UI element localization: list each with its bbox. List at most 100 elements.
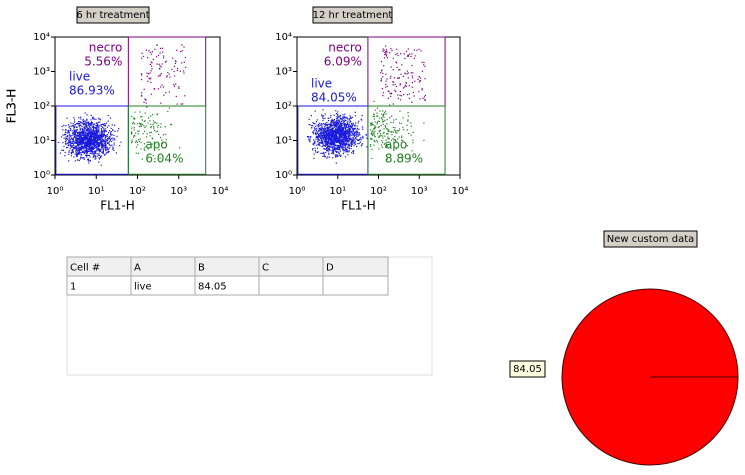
- event-dot: [337, 147, 339, 149]
- event-dot: [63, 134, 66, 136]
- event-dot: [411, 75, 413, 77]
- event-dot: [350, 140, 352, 142]
- event-dot: [329, 132, 331, 134]
- event-dot: [346, 124, 348, 126]
- event-dot: [84, 132, 86, 134]
- event-dot: [78, 131, 81, 133]
- event-dot: [154, 158, 156, 160]
- event-dot: [101, 134, 103, 136]
- event-dot: [70, 145, 72, 147]
- event-dot: [86, 129, 88, 131]
- event-dot: [75, 145, 77, 147]
- event-dot: [398, 136, 400, 138]
- event-dot: [339, 131, 341, 133]
- event-dot: [335, 137, 338, 139]
- event-dot: [69, 134, 71, 136]
- event-dot: [332, 153, 334, 155]
- event-dot: [315, 134, 317, 136]
- event-dot: [329, 142, 331, 144]
- event-dot: [73, 119, 76, 121]
- event-dot: [343, 144, 345, 146]
- event-dot: [318, 122, 320, 124]
- event-dot: [140, 123, 142, 125]
- event-dot: [341, 136, 343, 139]
- event-dot: [395, 90, 397, 92]
- event-dot: [381, 140, 383, 142]
- event-dot: [357, 122, 359, 124]
- event-dot: [154, 143, 156, 145]
- event-dot: [65, 142, 67, 144]
- event-dot: [83, 157, 85, 159]
- event-dot: [371, 138, 373, 140]
- event-dot: [90, 138, 92, 140]
- event-dot: [383, 128, 385, 130]
- event-dot: [317, 126, 319, 128]
- event-dot: [102, 139, 104, 141]
- event-dot: [387, 136, 389, 138]
- event-dot: [81, 131, 83, 133]
- event-dot: [313, 144, 315, 146]
- event-dot: [317, 143, 319, 145]
- event-dot: [168, 107, 170, 109]
- event-dot: [102, 134, 104, 136]
- event-dot: [88, 129, 90, 131]
- event-dot: [345, 125, 347, 127]
- event-dot: [78, 124, 81, 126]
- event-dot: [355, 128, 357, 130]
- event-dot: [108, 144, 110, 146]
- event-dot: [326, 138, 328, 140]
- event-dot: [83, 129, 85, 131]
- event-dot: [323, 134, 326, 136]
- event-dot: [84, 145, 86, 147]
- event-dot: [335, 124, 338, 126]
- event-dot: [335, 126, 337, 128]
- event-dot: [149, 120, 151, 122]
- event-dot: [355, 138, 357, 140]
- event-dot: [378, 136, 380, 138]
- event-dot: [399, 69, 401, 71]
- event-dot: [327, 131, 329, 133]
- event-dot: [382, 132, 384, 134]
- title-box: [603, 230, 698, 248]
- event-dot: [329, 149, 331, 151]
- event-dot: [86, 141, 88, 143]
- event-dot: [331, 136, 333, 138]
- event-dot: [79, 147, 81, 150]
- event-dot: [345, 137, 347, 139]
- event-dot: [101, 130, 104, 133]
- event-dot: [83, 147, 85, 149]
- event-dot: [81, 137, 83, 139]
- event-dot: [322, 131, 324, 133]
- event-dot: [98, 158, 101, 160]
- event-dot: [105, 153, 107, 155]
- event-dot: [67, 124, 70, 126]
- event-dot: [348, 134, 350, 136]
- event-dot: [321, 126, 323, 128]
- event-dot: [69, 137, 71, 139]
- event-dot: [345, 116, 347, 118]
- event-dot: [317, 131, 319, 133]
- event-dot: [334, 149, 337, 151]
- event-dot: [90, 136, 93, 138]
- event-dot: [79, 150, 81, 152]
- event-dot: [68, 150, 70, 152]
- event-dot: [340, 120, 342, 122]
- event-dot: [69, 141, 72, 143]
- event-dot: [104, 135, 106, 137]
- event-dot: [384, 125, 386, 127]
- event-dot: [344, 133, 346, 135]
- title-box: [76, 6, 150, 24]
- event-dot: [328, 146, 330, 148]
- event-dot: [68, 141, 70, 144]
- event-dot: [398, 77, 400, 79]
- event-dot: [78, 152, 80, 155]
- event-dot: [86, 114, 88, 116]
- event-dot: [157, 126, 159, 128]
- event-dot: [182, 103, 184, 105]
- event-dot: [390, 145, 392, 147]
- event-dot: [403, 87, 405, 89]
- event-dot: [404, 72, 406, 74]
- event-dot: [59, 152, 61, 154]
- event-dot: [77, 150, 79, 152]
- table-cell: [66, 275, 132, 296]
